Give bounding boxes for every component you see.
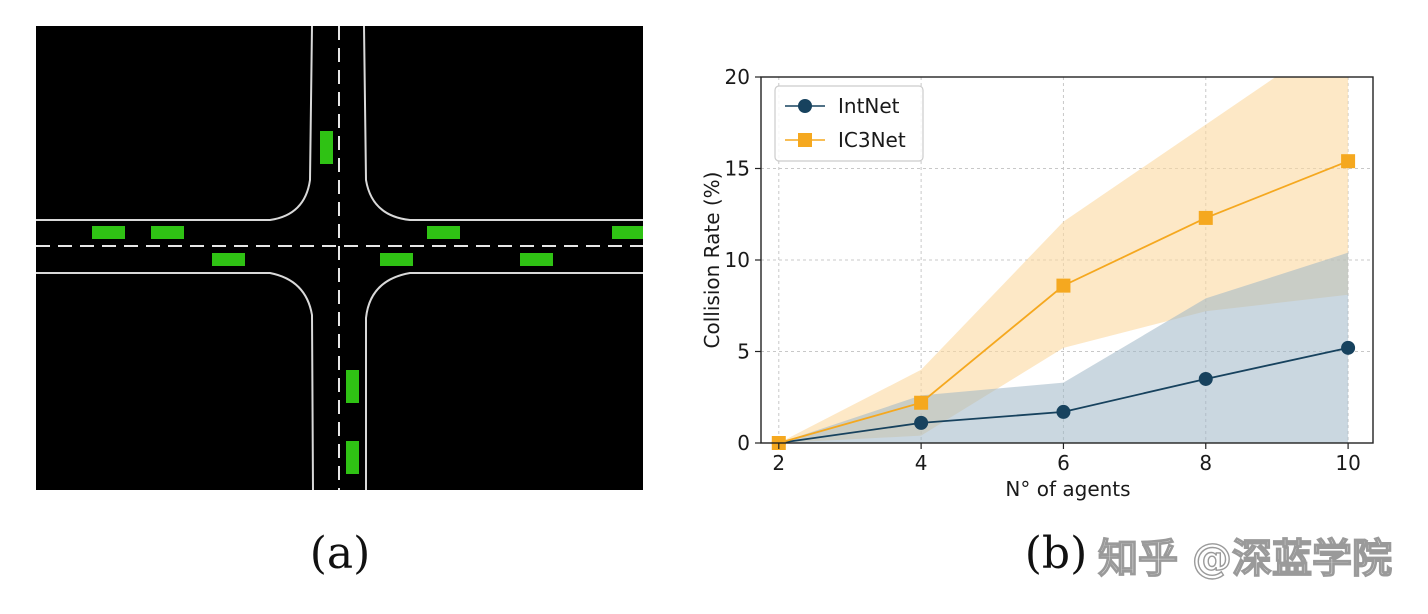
point-intnet	[1198, 371, 1213, 386]
band-intnet	[778, 252, 1349, 443]
caption-a: (a)	[310, 528, 371, 579]
watermark: 知乎 @深蓝学院	[1098, 536, 1392, 582]
y-tick-label: 10	[725, 248, 750, 272]
x-axis-label: N° of agents	[1005, 477, 1130, 501]
car	[346, 370, 359, 403]
car	[612, 226, 643, 239]
series-markers	[771, 154, 1356, 450]
band-ic3net	[778, 77, 1349, 443]
x-tick-label: 2	[772, 451, 785, 475]
legend: IntNet IC3Net	[774, 85, 924, 162]
confidence-bands	[778, 77, 1349, 443]
ticks: 2 4 6 8 10 0 5 10 15 20	[725, 65, 1361, 475]
car	[520, 253, 553, 266]
point-intnet	[1341, 340, 1356, 355]
cars	[92, 131, 643, 474]
legend-ic3net-marker	[798, 133, 812, 147]
y-tick-label: 0	[737, 431, 750, 455]
car	[151, 226, 184, 239]
point-ic3net	[1198, 210, 1213, 225]
road-edges	[36, 25, 643, 491]
car	[212, 253, 245, 266]
y-axis-label: Collision Rate (%)	[700, 172, 724, 349]
x-tick-label: 6	[1057, 451, 1070, 475]
y-tick-label: 15	[725, 157, 750, 181]
point-ic3net	[1056, 278, 1071, 293]
intersection-panel: (a)	[36, 25, 643, 579]
legend-intnet-label: IntNet	[838, 94, 900, 118]
x-tick-label: 4	[915, 451, 928, 475]
car	[92, 226, 125, 239]
x-tick-label: 8	[1199, 451, 1212, 475]
point-ic3net	[914, 395, 929, 410]
y-tick-label: 20	[725, 65, 750, 89]
road-edge-bottom-right	[365, 272, 643, 490]
road-edge-bottom-left	[36, 272, 314, 491]
car	[380, 253, 413, 266]
road-edge-top-left	[36, 25, 313, 221]
point-ic3net	[1341, 154, 1356, 169]
legend-ic3net-label: IC3Net	[838, 128, 906, 152]
center-lines	[36, 26, 643, 490]
car	[320, 131, 333, 164]
road-edge-top-right	[363, 25, 643, 221]
caption-b: (b)	[1025, 528, 1088, 579]
x-tick-label: 10	[1335, 451, 1360, 475]
collision-chart: 2 4 6 8 10 0 5 10 15 20 N° of agents Collision Ra…	[700, 65, 1374, 579]
legend-intnet-marker	[798, 99, 812, 113]
car	[427, 226, 460, 239]
point-intnet	[1056, 404, 1071, 419]
y-tick-label: 5	[737, 340, 750, 364]
point-intnet	[914, 415, 929, 430]
car	[346, 441, 359, 474]
